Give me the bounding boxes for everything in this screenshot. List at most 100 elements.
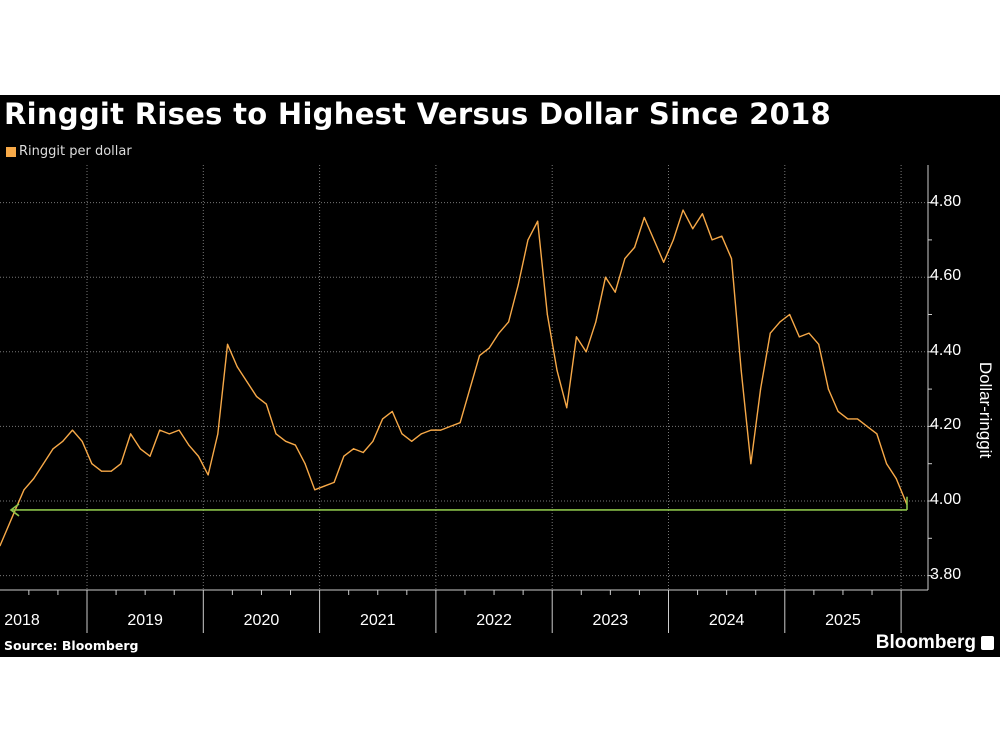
data-point <box>682 209 684 211</box>
data-point <box>876 433 878 435</box>
data-point <box>323 485 326 487</box>
data-point <box>895 478 897 480</box>
data-point <box>721 235 723 237</box>
data-point <box>789 313 791 316</box>
data-point <box>52 448 54 450</box>
y-tick-label: 3.80 <box>930 565 962 583</box>
x-tick-label: 2023 <box>592 612 629 629</box>
x-tick-label: 2020 <box>243 612 280 629</box>
data-point <box>527 239 529 241</box>
data-point <box>585 351 587 353</box>
data-point <box>168 433 170 435</box>
data-point <box>352 448 355 450</box>
data-point <box>827 388 830 390</box>
data-point <box>411 440 413 442</box>
data-point <box>537 220 539 222</box>
data-point <box>779 321 781 323</box>
data-point <box>62 440 64 442</box>
data-point <box>566 407 568 409</box>
data-point <box>740 369 742 372</box>
data-point <box>120 463 122 465</box>
data-point <box>275 433 277 435</box>
data-point <box>614 291 616 293</box>
data-point <box>81 440 83 442</box>
data-point <box>314 489 316 491</box>
legend-swatch <box>6 146 16 157</box>
data-point <box>110 470 112 472</box>
x-tick-label: 2019 <box>127 612 163 629</box>
data-point <box>885 463 888 465</box>
data-point <box>0 545 1 547</box>
data-point <box>71 429 74 431</box>
data-point <box>217 433 219 435</box>
y-tick-label: 4.60 <box>930 267 962 285</box>
data-point <box>42 463 44 465</box>
data-point <box>478 354 481 357</box>
data-point <box>256 395 258 398</box>
data-point <box>236 366 238 368</box>
chart-title: Ringgit Rises to Highest Versus Dollar S… <box>4 97 832 131</box>
y-tick-label: 4.20 <box>930 416 962 434</box>
data-point <box>847 418 849 420</box>
data-point <box>633 246 636 248</box>
data-point <box>197 455 200 457</box>
x-tick-label: 2022 <box>476 612 512 629</box>
data-point <box>381 418 384 420</box>
data-point <box>808 332 810 334</box>
data-point <box>304 463 306 465</box>
series-line-ringgit-per-dollar <box>0 209 908 547</box>
data-point <box>188 444 190 446</box>
data-point <box>624 257 626 260</box>
data-point <box>556 369 558 372</box>
data-point <box>449 425 452 427</box>
x-tick-label: 2025 <box>825 612 861 629</box>
data-point <box>701 213 704 215</box>
data-point <box>653 239 655 241</box>
data-point <box>372 440 374 442</box>
x-tick-label: 2021 <box>359 612 396 629</box>
data-point <box>759 388 762 390</box>
data-point <box>750 463 752 465</box>
data-point <box>692 228 694 230</box>
data-point <box>672 239 674 241</box>
data-point <box>391 410 393 413</box>
data-point <box>643 216 645 219</box>
data-point <box>401 433 403 435</box>
data-point <box>498 332 500 334</box>
data-point <box>459 422 461 424</box>
data-point <box>711 239 713 241</box>
data-point <box>730 257 733 260</box>
data-point <box>226 343 229 345</box>
data-point <box>207 474 209 476</box>
data-point <box>265 403 267 405</box>
data-point <box>149 455 151 457</box>
data-point <box>769 332 771 334</box>
data-point <box>139 448 141 450</box>
y-tick-label: 4.80 <box>930 192 962 210</box>
data-point <box>333 481 335 483</box>
data-point <box>507 321 510 323</box>
legend: Ringgit per dollar <box>6 144 132 159</box>
source-note: Source: Bloomberg <box>4 638 139 653</box>
data-point <box>430 429 432 431</box>
data-point <box>91 463 93 465</box>
x-tick-label: 2024 <box>708 612 745 629</box>
data-point <box>294 444 296 446</box>
data-point <box>517 284 519 286</box>
data-point <box>130 433 132 435</box>
data-point <box>33 478 35 480</box>
data-point <box>546 313 548 316</box>
data-point <box>343 455 345 457</box>
data-point <box>23 489 25 491</box>
data-point <box>856 418 859 420</box>
data-point <box>440 429 442 431</box>
chart-panel <box>0 95 1000 657</box>
data-point <box>285 440 287 442</box>
legend-label: Ringgit per dollar <box>19 144 132 159</box>
data-point <box>469 388 471 390</box>
data-point <box>362 451 364 454</box>
data-point <box>575 336 578 338</box>
data-point <box>798 336 800 338</box>
data-point <box>159 429 161 431</box>
